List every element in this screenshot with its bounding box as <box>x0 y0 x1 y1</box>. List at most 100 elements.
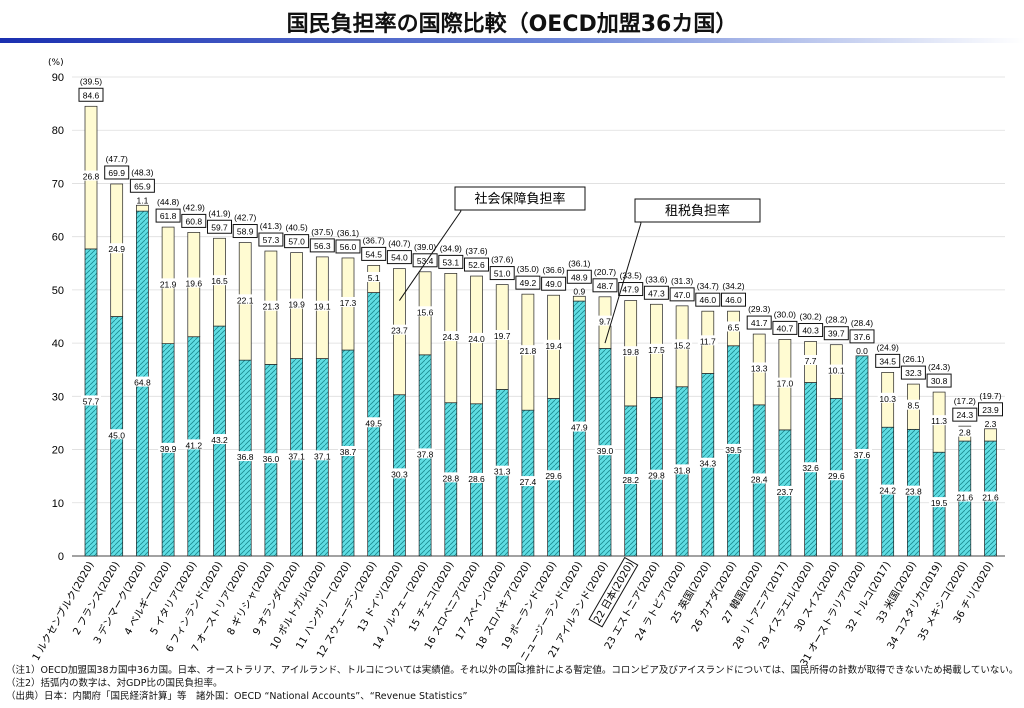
total-box <box>875 353 901 368</box>
tax-value-label: 28.6 <box>468 474 485 484</box>
y-tick-label: 30 <box>52 391 64 403</box>
total-box <box>900 365 926 380</box>
total-value-label: 39.7 <box>828 329 845 339</box>
total-box <box>515 275 541 290</box>
label-bg <box>749 473 770 484</box>
y-tick-label: 60 <box>52 232 64 244</box>
social-value-label: 6.5 <box>728 322 740 332</box>
annotation-social: 社会保障負担率 <box>474 191 565 207</box>
tax-value-label: 21.6 <box>982 493 999 503</box>
label-bg <box>826 470 847 481</box>
total-value-label: 54.5 <box>365 249 382 259</box>
label-bg <box>697 335 718 346</box>
label-bg <box>774 485 795 496</box>
label-bg <box>415 448 436 459</box>
gdp-ratio-label: (39.5) <box>80 76 102 86</box>
social-value-label: 19.9 <box>288 300 305 310</box>
total-box <box>926 373 952 388</box>
label-bg <box>81 395 101 406</box>
tax-value-label: 29.8 <box>648 471 665 481</box>
total-value-label: 41.7 <box>751 318 768 328</box>
social-value-label: 21.3 <box>263 302 280 312</box>
y-tick-label: 90 <box>52 72 64 84</box>
total-box <box>952 407 978 422</box>
y-axis-unit: (%) <box>48 58 64 68</box>
total-value-label: 48.7 <box>597 281 614 291</box>
category-label: 8 ギリシャ(2020) <box>225 559 277 637</box>
tax-value-label: 30.3 <box>391 469 408 479</box>
tax-value-label: 36.0 <box>263 454 280 464</box>
label-bg <box>106 243 127 254</box>
gdp-ratio-label: (37.6) <box>491 255 513 265</box>
label-bg <box>723 321 744 332</box>
tax-value-label: 37.6 <box>854 450 871 460</box>
tax-value-label: 64.8 <box>134 378 151 388</box>
tax-value-label: 49.5 <box>365 418 382 428</box>
tax-value-label: 31.8 <box>674 465 691 475</box>
social-value-label: 17.5 <box>648 345 665 355</box>
total-value-label: 51.0 <box>494 269 511 279</box>
gdp-ratio-label: (42.7) <box>234 213 256 223</box>
tax-value-label: 39.9 <box>160 444 177 454</box>
social-value-label: 2.3 <box>985 419 997 429</box>
label-bg <box>312 450 333 461</box>
total-value-label: 59.7 <box>211 222 228 232</box>
social-value-label: 0.0 <box>856 346 868 356</box>
gdp-ratio-label: (31.3) <box>671 276 693 286</box>
label-bg <box>312 300 333 311</box>
label-bg <box>595 315 615 326</box>
label-bg <box>929 415 950 426</box>
social-value-label: 22.1 <box>237 295 254 305</box>
social-value-label: 19.7 <box>494 331 511 341</box>
social-value-label: 15.2 <box>674 340 691 350</box>
total-box <box>772 320 798 335</box>
label-bg <box>774 377 795 388</box>
social-value-label: 9.7 <box>599 317 611 327</box>
label-bg <box>543 470 564 481</box>
stacked-bar-chart: (%) 0 10 20 30 40 50 60 70 80 90 57.7 26.8 84.6 (39.5… <box>29 58 1005 665</box>
total-value-label: 53.1 <box>443 257 460 267</box>
total-box <box>412 253 438 268</box>
tax-value-label: 34.3 <box>700 459 717 469</box>
category-label: 2 フランス(2020) <box>71 559 123 637</box>
tax-value-label: 38.7 <box>340 447 357 457</box>
social-value-label: 19.4 <box>545 341 562 351</box>
label-bg <box>954 491 975 502</box>
total-value-label: 46.0 <box>700 295 717 305</box>
total-value-label: 23.9 <box>982 405 999 415</box>
label-bg <box>132 376 153 387</box>
label-bg <box>723 443 744 454</box>
label-bg <box>466 472 487 483</box>
social-value-label: 21.8 <box>520 346 537 356</box>
total-value-label: 48.9 <box>571 272 588 282</box>
gdp-ratio-label: (47.7) <box>106 154 128 164</box>
tax-value-label: 39.0 <box>597 446 614 456</box>
gdp-ratio-label: (33.6) <box>645 274 667 284</box>
total-box <box>155 208 181 223</box>
label-bg <box>672 464 693 475</box>
social-value-label: 5.1 <box>368 273 380 283</box>
tax-value-label: 32.6 <box>802 463 819 473</box>
label-bg <box>492 329 513 340</box>
category-label: 4 ベルギー(2020) <box>122 559 174 637</box>
gdp-ratio-label: (48.3) <box>131 167 153 177</box>
total-box <box>78 87 104 102</box>
tax-value-label: 43.2 <box>211 435 228 445</box>
gdp-ratio-label: (28.2) <box>825 315 847 325</box>
social-value-label: 8.5 <box>907 401 919 411</box>
label-bg <box>903 399 924 410</box>
gdp-ratio-label: (29.3) <box>748 304 770 314</box>
tax-value-label: 21.6 <box>957 493 974 503</box>
total-box <box>464 257 489 272</box>
social-value-label: 13.3 <box>751 363 768 373</box>
bar-social <box>572 295 586 302</box>
label-bg <box>158 442 179 453</box>
total-value-label: 69.9 <box>108 168 125 178</box>
tax-value-label: 37.1 <box>314 451 331 461</box>
gdp-ratio-label: (36.6) <box>542 265 564 275</box>
label-bg <box>209 275 230 286</box>
gdp-ratio-label: (42.9) <box>183 202 205 212</box>
total-value-label: 40.3 <box>802 326 819 336</box>
label-bg <box>800 355 821 366</box>
label-bg <box>363 271 384 282</box>
